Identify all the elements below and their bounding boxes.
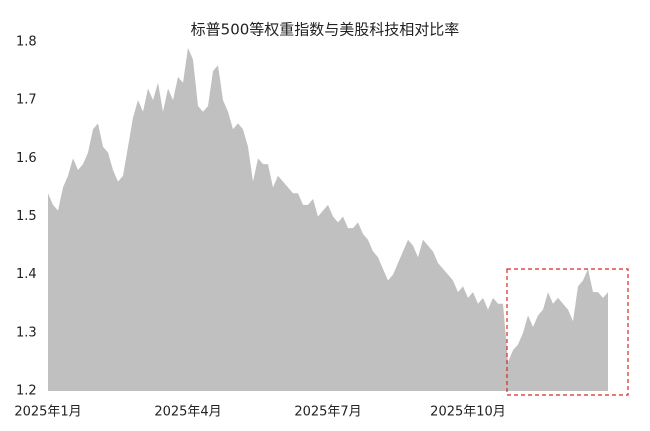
x-tick-label: 2025年1月 — [14, 405, 81, 420]
area — [48, 47, 608, 392]
y-tick-label: 1.7 — [16, 93, 37, 108]
y-tick-label: 1.5 — [16, 209, 37, 224]
y-tick-label: 1.6 — [16, 151, 37, 166]
x-tick-label: 2025年10月 — [430, 405, 506, 420]
x-tick-label: 2025年7月 — [294, 405, 361, 420]
highlight-box — [506, 268, 629, 396]
y-tick-label: 1.2 — [16, 384, 37, 399]
x-tick-label: 2025年4月 — [154, 405, 221, 420]
chart-title: 标普500等权重指数与美股科技相对比率 — [191, 21, 460, 39]
y-tick-label: 1.3 — [16, 325, 37, 340]
y-tick-label: 1.8 — [16, 35, 37, 50]
y-tick-label: 1.4 — [16, 267, 37, 282]
